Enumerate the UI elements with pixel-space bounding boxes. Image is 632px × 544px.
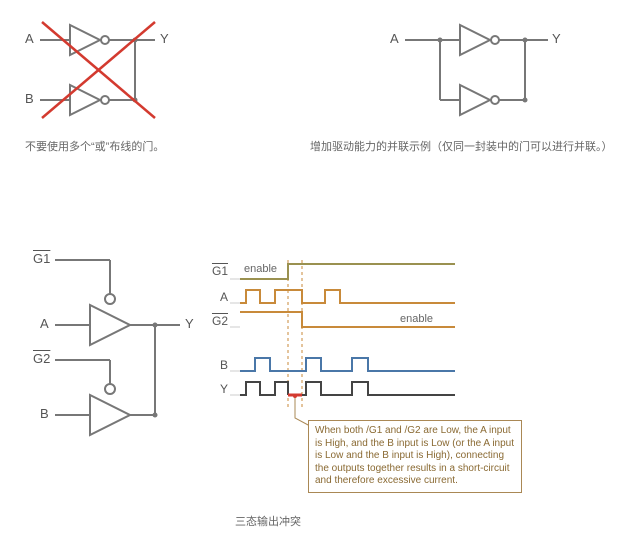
label-y-bl: Y <box>185 316 194 331</box>
sig-b: B <box>204 358 228 372</box>
sig-g2: G2 <box>204 314 228 328</box>
label-b-bl: B <box>40 406 49 421</box>
enable-g2: enable <box>400 313 433 325</box>
sig-a: A <box>204 290 228 304</box>
caption-bottom: 三态输出冲突 <box>235 515 301 530</box>
label-g2: G2 <box>33 351 50 366</box>
label-b-tl: B <box>25 91 34 106</box>
label-y-tr: Y <box>552 31 561 46</box>
caption-tr: 增加驱动能力的并联示例（仅同一封装中的门可以进行并联。） <box>310 140 620 155</box>
sig-y: Y <box>204 382 228 396</box>
label-y-tl: Y <box>160 31 169 46</box>
callout-box: When both /G1 and /G2 are Low, the A inp… <box>308 420 522 493</box>
label-a-bl: A <box>40 316 49 331</box>
label-a-tl: A <box>25 31 34 46</box>
label-g1: G1 <box>33 251 50 266</box>
caption-tl: 不要使用多个“或”布线的门。 <box>25 140 164 155</box>
enable-g1: enable <box>244 263 277 275</box>
label-a-tr: A <box>390 31 399 46</box>
sig-g1: G1 <box>204 264 228 278</box>
